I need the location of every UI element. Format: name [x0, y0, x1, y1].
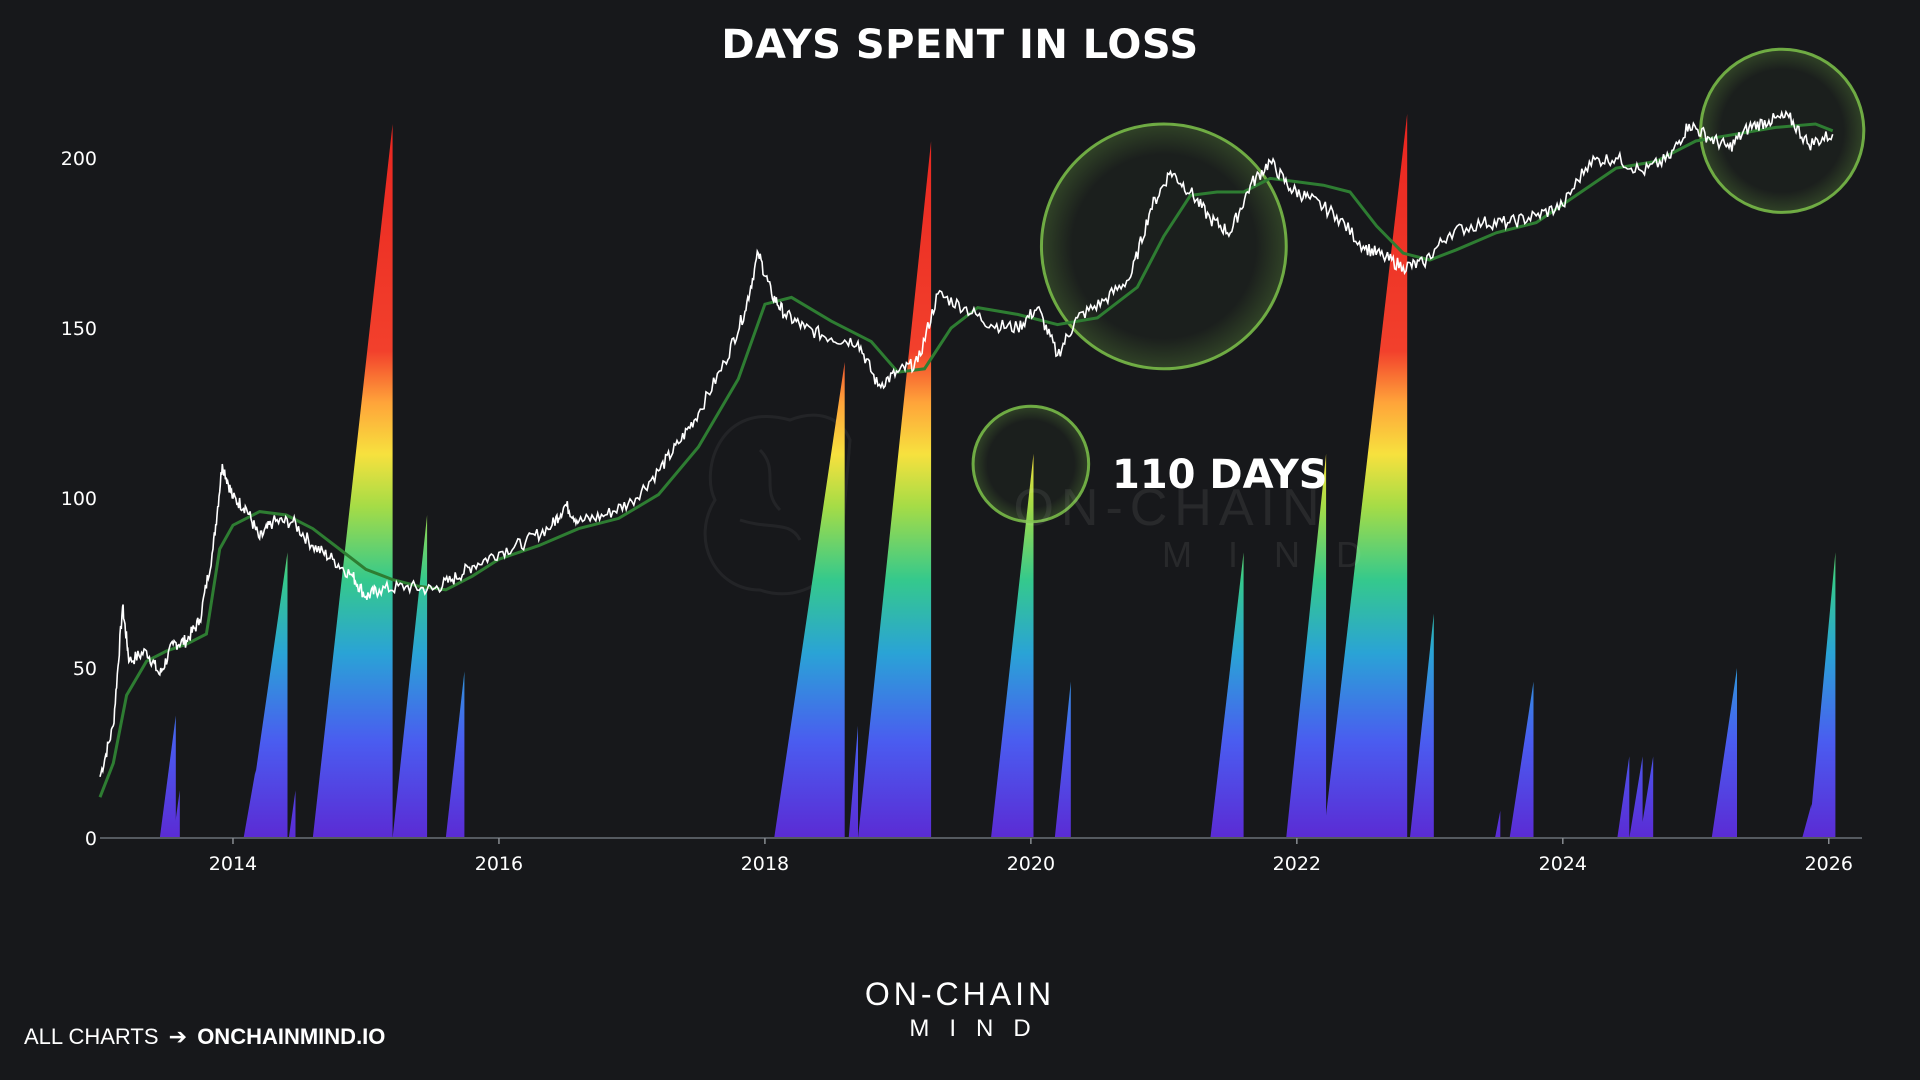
x-tick-label: 2024: [1539, 853, 1587, 875]
loss-spike: [1711, 668, 1737, 838]
loss-spike: [159, 715, 176, 838]
loss-spike: [1617, 756, 1630, 838]
loss-spike: [445, 671, 465, 838]
loss-spike: [1629, 756, 1643, 838]
brand-logo-bottom: MIND: [909, 1015, 1051, 1042]
y-tick-label: 0: [85, 828, 97, 850]
loss-spike: [173, 790, 180, 838]
x-tick-label: 2020: [1007, 853, 1055, 875]
x-tick-label: 2022: [1273, 853, 1321, 875]
y-tick-label: 100: [61, 488, 97, 510]
footer-link[interactable]: ALL CHARTS ➔ ONCHAINMIND.IO: [24, 1024, 385, 1050]
brand-logo-top: ON-CHAIN: [864, 976, 1056, 1012]
y-tick-label: 50: [73, 658, 97, 680]
highlight-circle: [1039, 122, 1288, 371]
loss-spike: [848, 725, 858, 838]
days-in-loss-spikes: [159, 113, 1836, 839]
arrow-icon: ➔: [168, 1024, 188, 1049]
loss-spike: [1210, 552, 1244, 838]
y-tick-label: 150: [61, 318, 97, 340]
price-line: [99, 109, 1834, 777]
loss-spike: [1802, 804, 1812, 838]
watermark-top: ON-CHAIN: [1013, 479, 1327, 537]
x-tick-label: 2016: [475, 853, 523, 875]
highlight-circle: [971, 404, 1091, 524]
loss-spike: [858, 141, 932, 838]
loss-spike: [1808, 552, 1836, 838]
watermark-bottom: MIND: [1162, 534, 1398, 575]
chart-title: DAYS SPENT IN LOSS: [721, 22, 1199, 68]
loss-spike: [1409, 613, 1434, 838]
footer-prefix: ALL CHARTS: [24, 1024, 159, 1049]
footer-site: ONCHAINMIND.IO: [197, 1024, 386, 1049]
loss-spike: [774, 362, 845, 838]
highlight-circles: [971, 47, 1866, 524]
loss-spike: [246, 552, 288, 838]
loss-spike: [1509, 681, 1534, 838]
annotation-label: 110 DAYS: [1112, 452, 1328, 498]
y-tick-label: 200: [61, 148, 97, 170]
axes: 2014 2016 2018 2020 2022 2024 2026 0 50 100 150 200: [61, 148, 1862, 875]
loss-spike: [312, 124, 393, 838]
loss-spike: [1495, 810, 1501, 838]
x-tick-label: 2018: [741, 853, 789, 875]
loss-spike: [1323, 113, 1408, 839]
loss-spike: [1639, 756, 1654, 838]
x-tick-label: 2014: [209, 853, 257, 875]
x-tick-label: 2026: [1805, 853, 1853, 875]
loss-spike: [1286, 453, 1327, 838]
brain-watermark-icon: [703, 413, 852, 596]
highlight-circle: [1699, 47, 1866, 214]
loss-spike: [392, 515, 428, 838]
loss-spike: [1054, 681, 1071, 838]
loss-spike: [991, 453, 1034, 838]
loss-spike: [288, 790, 296, 838]
